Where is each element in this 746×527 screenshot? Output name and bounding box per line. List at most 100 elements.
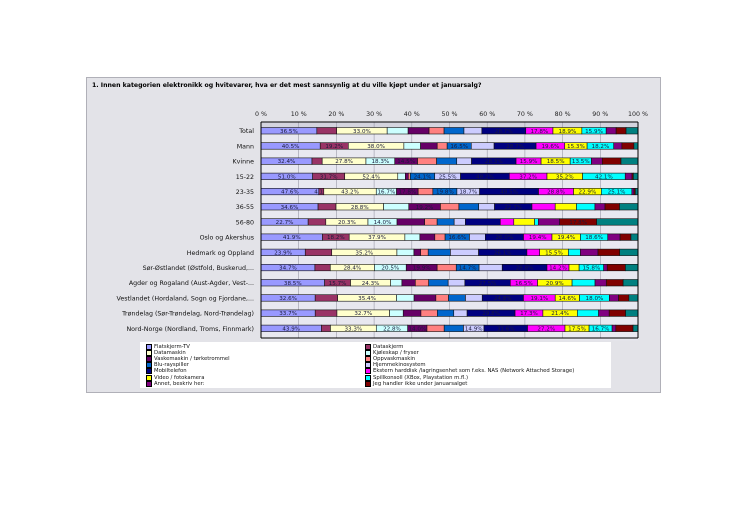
plot-frame <box>260 121 639 339</box>
bar-segment <box>317 203 337 211</box>
data-label: 26.0% <box>496 235 514 241</box>
legend-label: Spillkonsoll (XBox, Playstation m.fl.) <box>373 374 469 381</box>
legend-item: Blu-rayspiller <box>146 362 189 369</box>
bar-row: 23-35 47.6% 4.1% 43.2% 16.7% 17.8% 19.8% 18.7% 4… <box>236 188 639 196</box>
bar-segment <box>417 157 437 165</box>
data-label: 34.7% <box>279 266 297 272</box>
bar-segment <box>403 142 421 150</box>
data-label: 14.0% <box>374 220 392 226</box>
data-label: 14.5% <box>397 159 415 165</box>
bar-segment <box>396 294 415 302</box>
bar-segment <box>397 172 406 180</box>
bar-segment <box>420 142 438 150</box>
bar-segment <box>633 142 639 150</box>
bar-segment <box>605 127 617 135</box>
data-label: 17.8% <box>569 220 587 226</box>
legend-swatch <box>365 368 371 375</box>
row-label: Trøndelag (Sør-Trøndelag, Nord-Trøndelag… <box>121 311 254 318</box>
bar-segment <box>609 294 619 302</box>
bar-segment <box>413 248 421 256</box>
data-label: 32.4% <box>278 159 296 165</box>
x-tick-labels: 0 % 10 % 20 % 30 % 40 % 50 % 60 % 70 % 80 % 90 % 1… <box>255 111 648 118</box>
legend-label: Ekstern harddisk /lagringsenhet som f.ek… <box>373 368 575 375</box>
bar-segment <box>389 309 404 317</box>
bar-segment <box>622 279 639 287</box>
x-tick-label: 10 % <box>291 111 307 118</box>
data-label: 33.0% <box>353 129 371 135</box>
bar-segment <box>604 203 620 211</box>
bar-segment <box>405 172 409 180</box>
bar-segment <box>576 203 596 211</box>
bar-segment <box>420 248 429 256</box>
legend-item: Mobiltelefon <box>146 368 187 375</box>
bar-row: 15-22 51.0% 31.7% 52.4% 24.1% 25.5% 48.2% 37.2%… <box>236 172 639 181</box>
data-label: 25.1% <box>608 190 626 196</box>
data-label: 15.9% <box>520 159 538 165</box>
bar-segment <box>605 279 624 287</box>
legend-swatch <box>146 380 152 387</box>
data-label: 16.6% <box>448 235 466 241</box>
data-label: 26.1% <box>494 250 512 256</box>
bar-segment <box>603 263 608 272</box>
bar-segment <box>598 309 610 317</box>
bar-segment <box>437 309 455 317</box>
data-label: 19.6% <box>542 144 560 150</box>
bar-segment <box>458 203 479 211</box>
data-label: 16.7% <box>592 326 610 332</box>
bar-segment <box>456 157 472 165</box>
legend-label: Oppvaskmaskin <box>373 356 416 363</box>
x-tick-label: 0 % <box>255 111 267 118</box>
bar-segment <box>625 127 639 135</box>
bar-segment <box>401 279 416 287</box>
data-label: 47.6% <box>281 190 299 196</box>
legend-label: Mobiltelefon <box>154 368 187 375</box>
row-label: 56-80 <box>236 219 254 226</box>
legend-label: Dataskjerm <box>373 344 404 350</box>
data-label: 43.9% <box>282 326 300 332</box>
bar-segment <box>453 309 468 317</box>
x-tick-label: 60 % <box>479 111 495 118</box>
data-label: 22.9% <box>579 190 597 196</box>
bar-segment <box>434 233 446 241</box>
bar-row: Oslo og Akershus 41.9% 18.2% 37.9% 16.6% 26.0… <box>200 233 639 242</box>
bar-segment <box>620 157 639 165</box>
data-label: 19.8% <box>436 190 454 196</box>
data-label: 19.2% <box>325 144 343 150</box>
bar-row: Vestlandet (Hordaland, Sogn og Fjordane,… <box>117 294 639 302</box>
bar-segment <box>402 309 422 317</box>
bar-segment <box>625 309 639 317</box>
bar-segment <box>632 324 639 332</box>
data-label: 24.8% <box>494 296 512 302</box>
x-tick-label: 100 % <box>628 111 648 118</box>
data-label: 52.4% <box>362 174 380 180</box>
bar-segment <box>607 233 621 241</box>
row-label: Vestlandet (Hordaland, Sogn og Fjordane,… <box>117 295 254 302</box>
legend-label: Vaskemaskin / tørketrommel <box>154 356 230 363</box>
bar-segment <box>577 309 599 317</box>
bar-segment <box>304 248 333 256</box>
bar-segment <box>624 172 633 180</box>
legend-item: Jeg handler ikke under januarsalget <box>365 380 467 387</box>
data-label: 15.7% <box>329 281 347 287</box>
legend-item: Oppvaskmaskin <box>365 356 416 363</box>
row-label: 36-55 <box>236 204 254 211</box>
x-tick-label: 40 % <box>404 111 420 118</box>
bar-segment <box>611 324 617 332</box>
bar-segment <box>314 263 331 272</box>
bar-segment <box>596 218 639 226</box>
data-label: 24.3% <box>362 281 380 287</box>
bar-segment <box>619 248 639 256</box>
data-label: 19.9% <box>413 266 431 272</box>
data-label: 24.1% <box>414 174 432 180</box>
data-label: 18.6% <box>585 235 603 241</box>
data-label: 36.5% <box>280 129 298 135</box>
legend-label: Datamaskin <box>154 350 186 357</box>
data-label: 25.5% <box>439 174 457 180</box>
legend-item: Vaskemaskin / tørketrommel <box>146 356 230 363</box>
data-label: 14.2% <box>549 266 567 272</box>
bar-segment <box>625 263 639 272</box>
bar-segment <box>419 233 436 241</box>
bar-segment <box>534 218 539 226</box>
data-label: 48.2% <box>476 174 494 180</box>
bar-segment <box>443 127 465 135</box>
